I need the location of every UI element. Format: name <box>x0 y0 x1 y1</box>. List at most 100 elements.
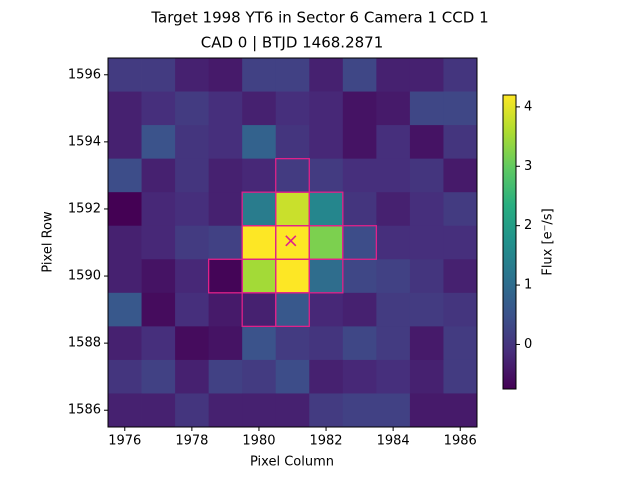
heatmap-cell <box>342 259 377 294</box>
heatmap-cell <box>309 91 344 126</box>
x-tick-label: 1978 <box>175 434 208 449</box>
heatmap-cell <box>175 393 210 428</box>
heatmap-cell <box>175 359 210 394</box>
heatmap-cell <box>242 259 277 294</box>
y-tick-label: 1588 <box>68 336 101 351</box>
heatmap-cell <box>208 192 243 227</box>
heatmap-cell <box>309 192 344 227</box>
heatmap-cell <box>443 326 478 361</box>
aperture-pixel <box>342 225 378 260</box>
heatmap-cell <box>208 326 243 361</box>
heatmap-cell <box>242 326 277 361</box>
x-tick-label: 1976 <box>108 434 141 449</box>
marker-stroke <box>285 235 297 247</box>
heatmap-cell <box>409 58 444 92</box>
heatmap-cell <box>242 359 277 394</box>
heatmap-cell <box>175 292 210 327</box>
heatmap-cell <box>175 192 210 227</box>
heatmap-cell <box>275 393 310 428</box>
heatmap-cell <box>309 359 344 394</box>
heatmap-cell <box>208 292 243 327</box>
heatmap-cell <box>376 158 411 193</box>
heatmap-cell <box>409 125 444 160</box>
heatmap-cell <box>443 158 478 193</box>
y-tick-label: 1594 <box>68 134 101 149</box>
y-tick-label: 1592 <box>68 201 101 216</box>
heatmap-cell <box>208 393 243 428</box>
heatmap-cell <box>342 393 377 428</box>
heatmap-cell <box>309 158 344 193</box>
chart-subtitle: CAD 0 | BTJD 1468.2871 <box>201 34 384 52</box>
heatmap-cell <box>108 225 142 260</box>
heatmap-cell <box>409 225 444 260</box>
heatmap-cell <box>443 393 478 428</box>
heatmap-cell <box>275 91 310 126</box>
heatmap-cell <box>443 58 478 92</box>
heatmap-cell <box>208 225 243 260</box>
heatmap-cell <box>376 225 411 260</box>
heatmap-cell <box>342 225 377 260</box>
heatmap-cell <box>141 192 176 227</box>
colorbar-tick-label: 0 <box>524 337 532 352</box>
x-tick-label: 1982 <box>309 434 342 449</box>
heatmap-cell <box>208 58 243 92</box>
heatmap-cell <box>242 158 277 193</box>
heatmap-cell <box>141 158 176 193</box>
heatmap-cell <box>108 91 142 126</box>
heatmap-cell <box>108 259 142 294</box>
aperture-pixel <box>275 292 310 328</box>
plot-frame <box>107 57 478 428</box>
x-tick-label: 1984 <box>377 434 410 449</box>
colorbar <box>502 94 517 390</box>
heatmap-cell <box>443 125 478 160</box>
heatmap-cell <box>376 91 411 126</box>
heatmap-cell <box>376 326 411 361</box>
heatmap-cell <box>376 393 411 428</box>
heatmap-cell <box>108 326 142 361</box>
heatmap-cell <box>175 259 210 294</box>
heatmap-cell <box>309 125 344 160</box>
heatmap-cell <box>208 158 243 193</box>
heatmap-cell <box>376 259 411 294</box>
heatmap-cell <box>342 192 377 227</box>
heatmap-cell <box>175 225 210 260</box>
heatmap-cell <box>141 125 176 160</box>
heatmap-cell <box>175 158 210 193</box>
aperture-pixel <box>308 258 344 294</box>
colorbar-tick-label: 1 <box>524 278 532 293</box>
heatmap-cell <box>409 326 444 361</box>
heatmap-cell <box>409 192 444 227</box>
heatmap-cell <box>342 326 377 361</box>
heatmap-cell <box>309 259 344 294</box>
heatmap-cell <box>443 91 478 126</box>
heatmap-cell <box>376 292 411 327</box>
heatmap-cell <box>108 125 142 160</box>
heatmap-cell <box>443 259 478 294</box>
heatmap-cell <box>309 58 344 92</box>
heatmap-cell <box>342 158 377 193</box>
heatmap-cell <box>443 225 478 260</box>
heatmap-cell <box>242 91 277 126</box>
heatmap-cell <box>275 292 310 327</box>
heatmap-cell <box>309 326 344 361</box>
heatmap-cell <box>309 292 344 327</box>
heatmap-cell <box>108 359 142 394</box>
heatmap-cell <box>275 326 310 361</box>
heatmap-cell <box>108 192 142 227</box>
heatmap-cell <box>376 125 411 160</box>
heatmap-cell <box>141 58 176 92</box>
x-tick-label: 1980 <box>242 434 275 449</box>
heatmap-cell <box>409 91 444 126</box>
heatmap-cell <box>141 359 176 394</box>
y-tick-label: 1596 <box>68 67 101 82</box>
y-tick-label: 1590 <box>68 269 101 284</box>
heatmap-cell <box>443 292 478 327</box>
heatmap-cell <box>342 359 377 394</box>
heatmap-cell <box>141 326 176 361</box>
y-tick-label: 1586 <box>68 403 101 418</box>
heatmap-cell <box>409 359 444 394</box>
x-tick-label: 1986 <box>444 434 477 449</box>
heatmap-cell <box>208 359 243 394</box>
heatmap-cell <box>342 292 377 327</box>
